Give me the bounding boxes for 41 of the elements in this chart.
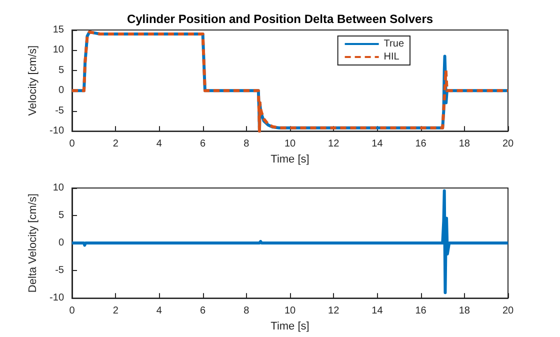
x-tick-label: 14 (372, 138, 384, 150)
y-axis-title: Delta Velocity [cm/s] (27, 194, 40, 293)
x-tick-label: 4 (156, 138, 162, 150)
x-tick-label: 6 (200, 138, 206, 150)
x-tick-label: 6 (200, 306, 206, 317)
chart-title: Cylinder Position and Position Delta Between Solvers (126, 12, 434, 26)
y-tick-label: 10 (52, 44, 64, 56)
x-tick-label: 16 (415, 138, 427, 150)
x-tick-label: 4 (156, 306, 162, 317)
x-axis-title: Time [s] (270, 154, 310, 166)
y-tick-label: 10 (52, 182, 64, 194)
y-tick-label: 5 (58, 64, 64, 76)
y-tick-label: 15 (52, 24, 64, 36)
x-tick-label: 8 (244, 138, 250, 150)
line-series (70, 189, 510, 294)
x-tick-label: 20 (502, 306, 514, 317)
x-tick-label: 10 (284, 138, 296, 150)
y-tick-label: 0 (58, 85, 64, 96)
y-tick-label: -10 (50, 292, 64, 304)
y-axis-title: Velocity [cm/s] (27, 45, 40, 116)
y-tick-label: -5 (55, 265, 64, 276)
x-tick-label: 16 (415, 306, 427, 317)
x-tick-label: 2 (112, 138, 119, 150)
x-tick-label: 0 (69, 138, 76, 150)
x-axis-title: Time [s] (270, 320, 310, 332)
x-tick-label: 10 (284, 306, 296, 317)
x-tick-label: 14 (372, 306, 384, 317)
x-tick-label: 8 (244, 306, 250, 317)
y-tick-label: 5 (58, 210, 64, 222)
x-tick-label: 12 (328, 138, 340, 150)
x-tick-label: 18 (458, 306, 470, 317)
legend-label: True (384, 38, 404, 50)
x-tick-label: 2 (112, 306, 119, 317)
legend-label: HIL (384, 52, 400, 62)
y-tick-label: -5 (55, 105, 64, 116)
x-tick-label: 18 (458, 138, 470, 150)
y-tick-label: 0 (58, 238, 64, 249)
x-tick-label: 12 (328, 306, 340, 317)
x-tick-label: 20 (502, 138, 514, 150)
y-tick-label: -10 (50, 126, 64, 137)
x-tick-label: 0 (69, 306, 76, 317)
